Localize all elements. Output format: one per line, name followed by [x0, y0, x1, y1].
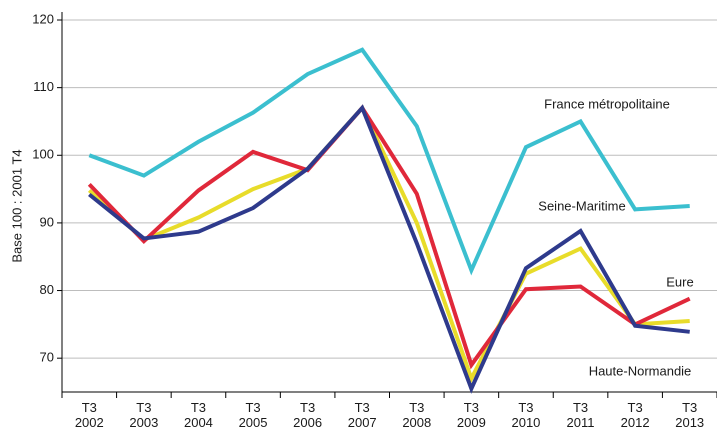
- x-tick-label: T3 2010: [511, 400, 541, 430]
- x-tick-label: T3 2007: [347, 400, 377, 430]
- series-line: [88, 104, 690, 394]
- y-axis-label: Base 100 : 2001 T4: [9, 149, 24, 262]
- series-line: [87, 104, 691, 370]
- x-tick-label: T3 2006: [293, 400, 323, 430]
- x-tick-label: T3 2013: [675, 400, 705, 430]
- y-tick-label: 110: [33, 79, 54, 94]
- y-tick-label: 80: [40, 282, 54, 297]
- x-tick-label: T3 2002: [74, 400, 104, 430]
- x-tick-label: T3 2005: [238, 400, 268, 430]
- x-tick-label: T3 2012: [620, 400, 650, 430]
- series-line: [87, 104, 690, 384]
- series-label: Haute-Normandie: [589, 363, 692, 378]
- series-label: Eure: [666, 274, 693, 289]
- y-tick-label: 70: [40, 350, 54, 365]
- series-label: France métropolitaine: [544, 96, 670, 111]
- y-tick-label: 120: [32, 11, 54, 26]
- y-tick-label: 100: [32, 147, 54, 162]
- series-line: [88, 47, 690, 276]
- x-tick-label: T3 2011: [566, 400, 595, 430]
- series-label: Seine-Maritime: [538, 198, 625, 213]
- x-tick-label: T3 2004: [183, 400, 213, 430]
- y-tick-label: 90: [40, 214, 54, 229]
- x-tick-label: T3 2009: [456, 400, 486, 430]
- x-tick-label: T3 2008: [402, 400, 432, 430]
- x-tick-label: T3 2003: [129, 400, 159, 430]
